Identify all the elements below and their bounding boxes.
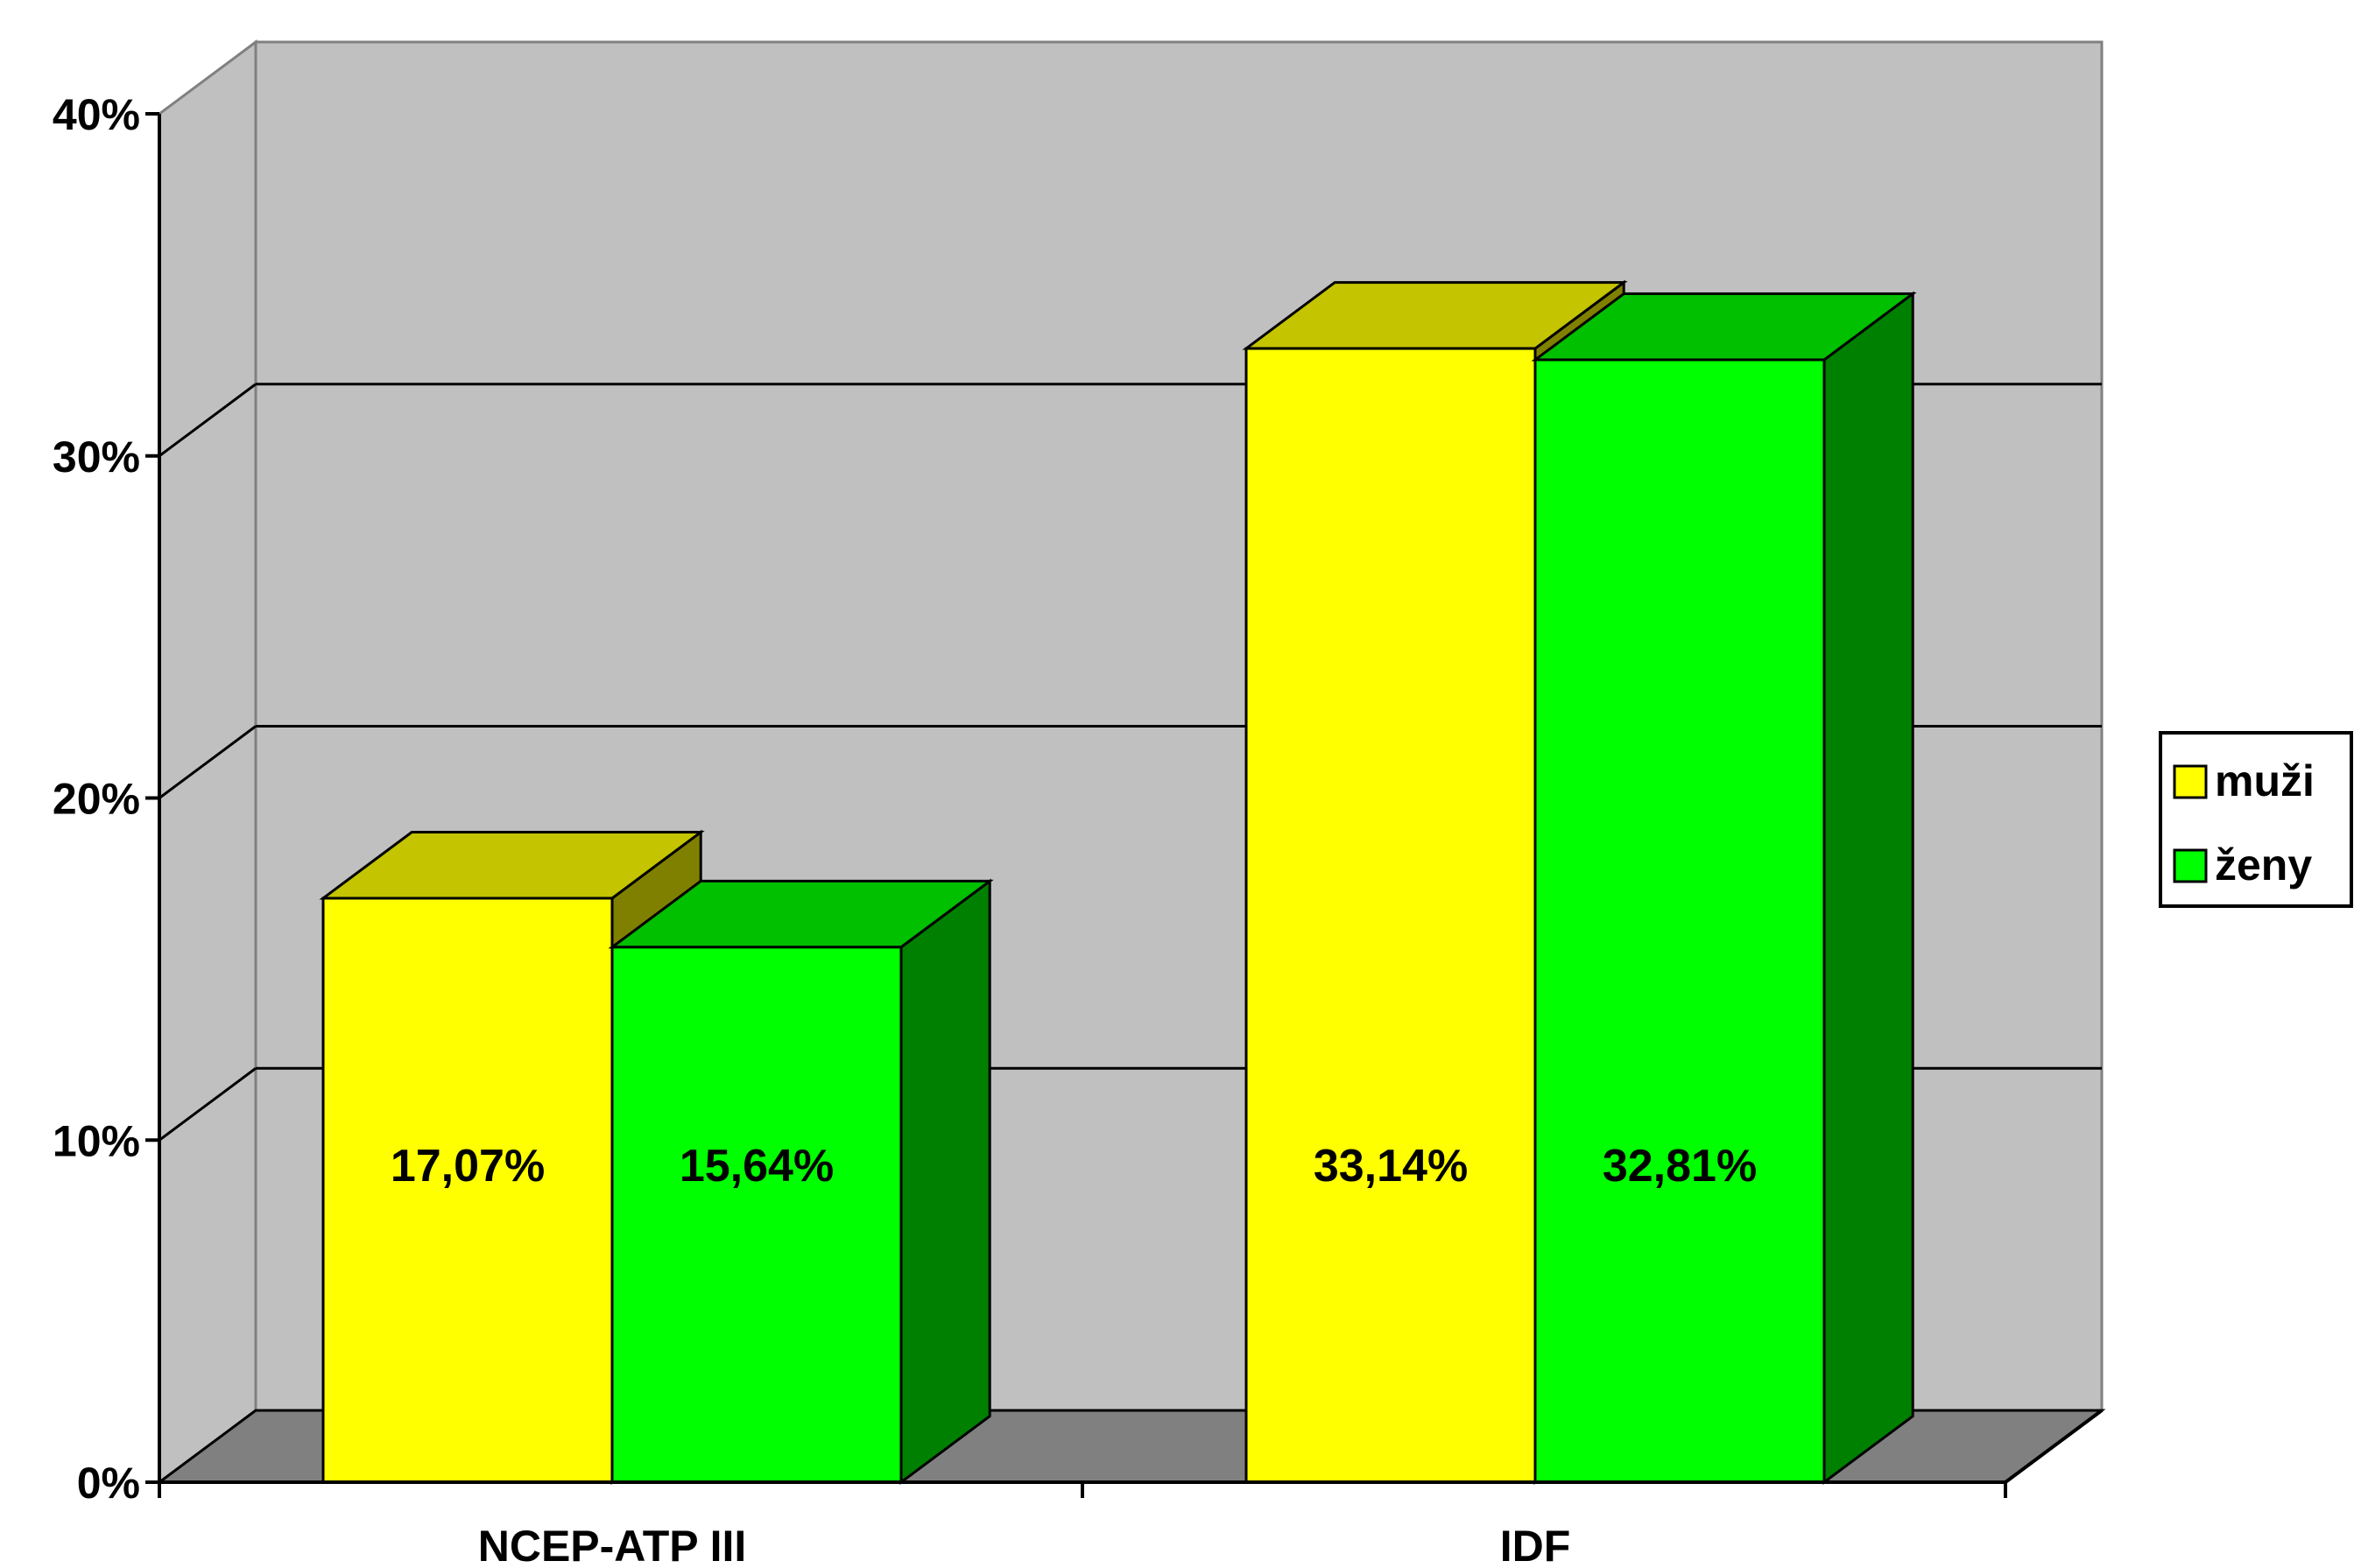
bar-front	[1244, 347, 1537, 1484]
data-label: 32,81%	[1603, 1141, 1757, 1192]
data-label: 17,07%	[391, 1141, 545, 1192]
category-label: NCEP-ATP III	[478, 1522, 747, 1568]
gridline-side	[159, 1067, 257, 1142]
bars: 17,07% 15,64% 33,14% 32,81%	[319, 279, 1917, 1485]
bar-side	[899, 878, 991, 1485]
bar: 15,64%	[608, 878, 994, 1485]
x-axis-depth-line	[2004, 1409, 2104, 1484]
data-label: 15,64%	[680, 1141, 834, 1192]
gridline-side	[159, 383, 257, 457]
gridline-side	[159, 725, 257, 799]
data-label: 33,14%	[1314, 1141, 1468, 1192]
y-tick-label: 40%	[53, 90, 140, 139]
bar: 32,81%	[1531, 291, 1917, 1485]
legend-label: muži	[2215, 756, 2315, 805]
bar-front	[610, 946, 903, 1484]
legend-swatch	[2173, 764, 2208, 799]
legend-label: ženy	[2215, 840, 2312, 889]
category-axis: NCEP-ATP III IDF	[158, 1409, 2104, 1568]
legend-swatch	[2173, 848, 2208, 883]
legend: muži ženy	[2159, 731, 2353, 908]
y-tick-label: 10%	[53, 1116, 140, 1165]
y-tick-label: 0%	[77, 1459, 140, 1508]
bar-front	[1533, 358, 1826, 1484]
y-tick-label: 20%	[53, 775, 140, 824]
bar-side	[1822, 291, 1914, 1485]
y-tick-label: 30%	[53, 432, 140, 482]
category-label: IDF	[1500, 1522, 1571, 1568]
value-axis: 0% 10% 20% 30% 40%	[53, 90, 161, 1508]
